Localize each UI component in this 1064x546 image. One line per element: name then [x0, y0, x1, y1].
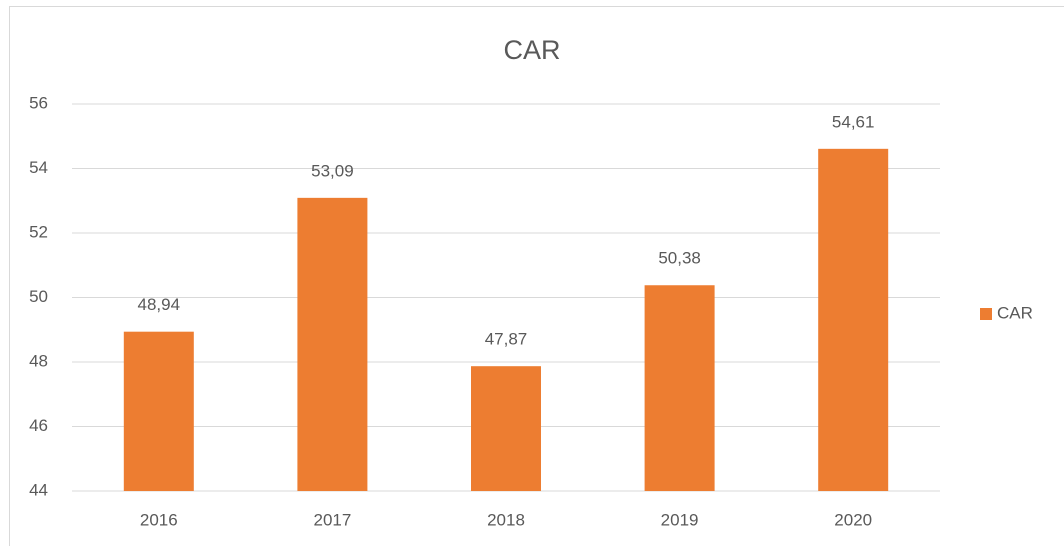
y-tick-label: 50 — [29, 287, 48, 306]
x-tick-label: 2017 — [313, 510, 351, 529]
legend-swatch — [980, 308, 992, 320]
y-tick-label: 44 — [29, 480, 48, 499]
x-tick-label: 2020 — [834, 510, 872, 529]
y-tick-label: 52 — [29, 222, 48, 241]
y-tick-label: 46 — [29, 416, 48, 435]
x-tick-label: 2018 — [487, 510, 525, 529]
chart-title: CAR — [503, 35, 560, 65]
data-label: 47,87 — [485, 330, 528, 349]
x-tick-label: 2016 — [140, 510, 178, 529]
y-tick-label: 48 — [29, 351, 48, 370]
bar — [644, 285, 715, 491]
y-tick-label: 54 — [29, 158, 48, 177]
bar — [818, 148, 889, 491]
legend-label: CAR — [997, 303, 1033, 322]
bar — [297, 197, 368, 491]
data-label: 53,09 — [311, 161, 354, 180]
data-label: 50,38 — [658, 249, 701, 268]
x-tick-label: 2019 — [661, 510, 699, 529]
data-label: 48,94 — [138, 295, 181, 314]
y-tick-label: 56 — [29, 93, 48, 112]
data-label: 54,61 — [832, 112, 875, 131]
bar — [471, 366, 541, 491]
chart-border — [9, 6, 1064, 546]
bar — [123, 331, 194, 491]
